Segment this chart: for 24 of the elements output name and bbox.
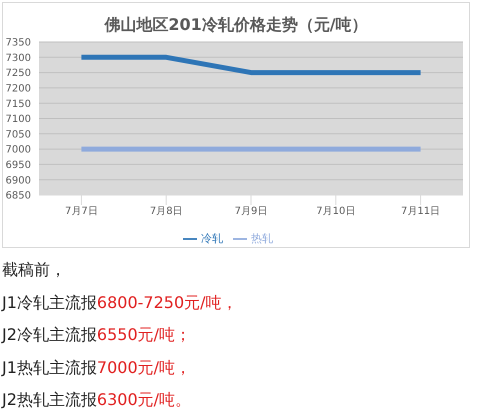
y-tick-label: 7150 bbox=[6, 98, 31, 110]
x-tick-label: 7月7日 bbox=[65, 206, 98, 218]
y-tick-label: 7200 bbox=[6, 83, 31, 94]
x-tick-label: 7月8日 bbox=[150, 206, 183, 218]
text: 截稿前， bbox=[2, 260, 66, 279]
y-tick-label: 6950 bbox=[6, 160, 31, 171]
y-tick-label: 7350 bbox=[6, 38, 31, 49]
y-tick-label: 7100 bbox=[6, 114, 31, 126]
text: J1热轧主流报7000元/吨， bbox=[2, 358, 192, 376]
legend-label: 热轧 bbox=[251, 232, 273, 245]
chart-title: 佛山地区201冷轧价格走势（元/吨） bbox=[103, 15, 369, 36]
x-tick-label: 7月9日 bbox=[234, 206, 268, 218]
text: J1冷轧主流报6800-7250元/吨， bbox=[2, 292, 238, 312]
y-tick-label: 6850 bbox=[6, 190, 31, 202]
x-tick-label: 7月11日 bbox=[401, 206, 440, 218]
text: J2冷轧主流报6550元/吨； bbox=[2, 325, 192, 344]
legend-label: 冷轧 bbox=[201, 232, 223, 245]
y-tick-label: 7300 bbox=[6, 52, 31, 64]
x-tick-label: 7月10日 bbox=[316, 206, 356, 218]
y-tick-label: 7250 bbox=[6, 68, 31, 80]
y-tick-label: 6900 bbox=[6, 175, 31, 186]
text: J2热轧主流报6300元/吨。 bbox=[2, 390, 192, 409]
y-tick-label: 7000 bbox=[6, 144, 31, 156]
y-tick-label: 7050 bbox=[6, 129, 31, 140]
